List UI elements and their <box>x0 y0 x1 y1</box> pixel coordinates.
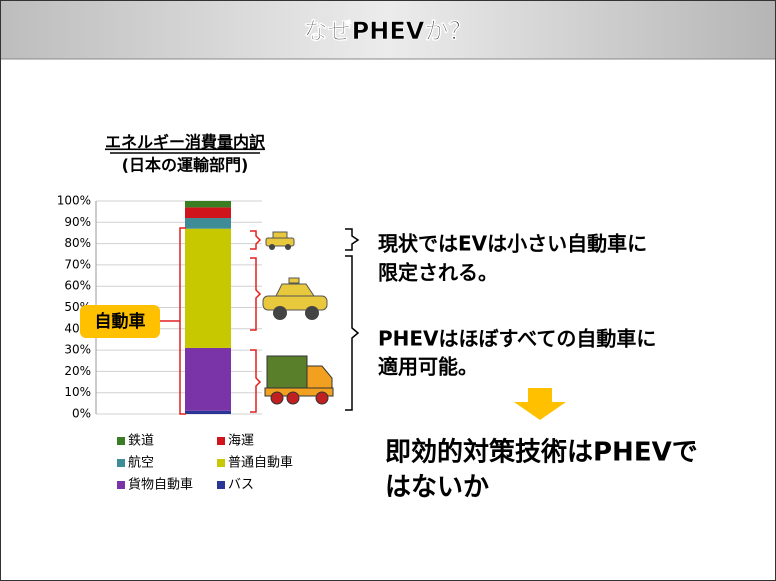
y-tick-label: 70% <box>64 257 91 271</box>
legend-label: 鉄道 <box>128 434 154 449</box>
statement: 限定される。 <box>378 261 498 285</box>
callout-box <box>80 305 160 338</box>
y-tick-label: 80% <box>64 236 91 250</box>
brace-ev <box>345 228 360 251</box>
small-car-icon <box>265 231 295 250</box>
legend-label: 普通自動車 <box>228 456 293 471</box>
header-bar <box>1 1 775 59</box>
brace-truck <box>250 349 262 413</box>
legend-label: 航空 <box>128 455 154 471</box>
car-icon <box>262 277 328 320</box>
brace-car <box>250 257 262 331</box>
legend-label: 海運 <box>228 434 254 449</box>
legend-label: 貨物自動車 <box>128 477 193 493</box>
conclusion: はないか <box>385 473 489 503</box>
bar-segment <box>185 218 231 229</box>
statement: PHEVはほぼすべての自動車に <box>378 327 656 351</box>
chart-subtitle: (日本の運輸部門) <box>122 156 249 175</box>
callout-label: 自動車 <box>95 311 146 332</box>
y-tick-label: 0% <box>72 407 91 421</box>
y-tick-label: 10% <box>64 385 91 399</box>
legend-swatch <box>117 459 125 467</box>
brace-phev <box>345 255 360 411</box>
slide-title: なぜPHEVか？ <box>304 17 473 45</box>
bar-segment <box>185 228 231 348</box>
truck-icon <box>264 355 334 405</box>
bar-segment <box>185 347 231 411</box>
legend-label: バス <box>228 478 254 493</box>
y-tick-label: 90% <box>64 215 91 229</box>
y-tick-label: 30% <box>64 343 91 357</box>
statement: 現状ではEVは小さい自動車に <box>378 232 647 256</box>
legend-swatch <box>217 481 225 489</box>
legend-swatch <box>217 459 225 467</box>
legend-swatch <box>117 437 125 445</box>
y-tick-label: 60% <box>64 279 91 293</box>
bar-segment <box>185 201 231 208</box>
y-tick-label: 100% <box>57 194 91 208</box>
bar-segment <box>185 410 231 414</box>
legend-swatch <box>217 437 225 445</box>
plot: 0%10%20%30%40%50%60%70%80%90%100%鉄道 海運航空普… <box>57 194 293 493</box>
legend-swatch <box>117 481 125 489</box>
down-arrow <box>514 388 566 420</box>
chart-title: エネルギー消費量内訳 <box>105 133 266 152</box>
brace-small <box>250 230 262 250</box>
statement: 適用可能。 <box>378 355 478 379</box>
bar-segment <box>185 207 231 219</box>
conclusion: 即効的対策技術はPHEVで <box>385 437 698 468</box>
y-tick-label: 20% <box>64 364 91 378</box>
